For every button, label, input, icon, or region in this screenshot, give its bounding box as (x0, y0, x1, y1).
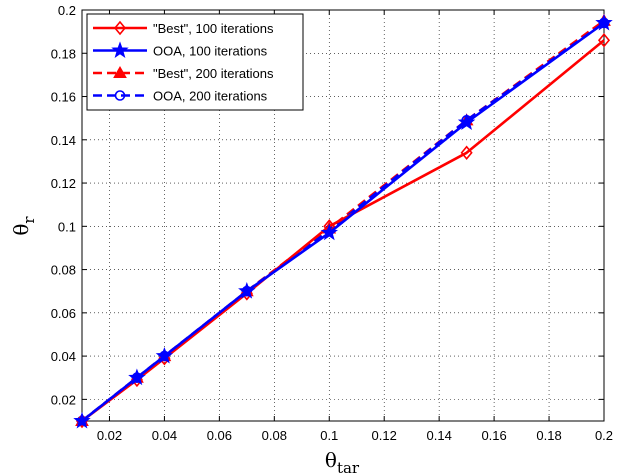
legend-marker-best-100 (113, 20, 127, 36)
series-group (73, 13, 613, 429)
legend-marker-best-200 (113, 65, 127, 78)
data-point-ooa-100 (320, 223, 339, 241)
plot-area-frame (81, 9, 605, 422)
y-axis-title-subscript: r (20, 216, 38, 224)
y-axis-title-main: θ (9, 224, 33, 236)
x-tick-label: 0.06 (207, 428, 232, 443)
data-point-ooa-100 (128, 368, 146, 386)
y-tick-label: 0.2 (58, 3, 76, 18)
legend-marker-ooa-100 (111, 41, 129, 58)
y-tick-label: 0.02 (51, 392, 76, 407)
x-tick-label: 0.18 (536, 428, 561, 443)
data-point-ooa-100 (155, 346, 174, 364)
x-tick-label: 0.16 (481, 428, 506, 443)
legend-marker-ooa-200 (114, 90, 126, 101)
x-tick-label: 0.14 (427, 428, 452, 443)
y-tick-label: 0.08 (51, 263, 76, 278)
legend-label-ooa-200: OOA, 200 iterations (153, 89, 268, 104)
data-point-ooa-100 (595, 13, 613, 31)
series-ooa-100 (73, 13, 613, 429)
y-tick-label: 0.12 (51, 176, 76, 191)
y-axis-title: θr (9, 216, 38, 236)
y-tick-label: 0.16 (51, 90, 76, 105)
axis-ticks: 0.02 0.04 0.06 0.08 0.1 0.12 0.14 0.16 0.18 0.2 0.… (51, 3, 613, 443)
x-axis-title-subscript: tar (337, 459, 360, 474)
x-tick-label: 0.08 (262, 428, 287, 443)
x-tick-label: 0.2 (595, 428, 613, 443)
y-tick-label: 0.1 (58, 219, 76, 234)
data-point-ooa-100 (238, 282, 256, 299)
legend-items: "Best", 100 iterations OOA, 100 iteration… (93, 20, 274, 104)
x-axis-title-main: θ (325, 448, 337, 472)
y-tick-label: 0.06 (51, 306, 76, 321)
y-tick-label: 0.18 (51, 46, 76, 61)
data-point-best-100 (460, 145, 473, 161)
x-tick-label: 0.12 (372, 428, 397, 443)
x-tick-label: 0.04 (152, 428, 177, 443)
x-tick-label: 0.02 (97, 428, 122, 443)
legend-label-ooa-100: OOA, 100 iterations (153, 44, 268, 59)
data-point-best-100 (597, 33, 611, 48)
x-axis-title: θtar (325, 448, 360, 474)
legend-label-best-100: "Best", 100 iterations (153, 21, 274, 36)
y-tick-label: 0.04 (51, 349, 76, 364)
data-point-ooa-100 (73, 411, 91, 429)
x-tick-label: 0.1 (320, 428, 338, 443)
y-tick-label: 0.14 (51, 133, 76, 148)
legend-label-best-200: "Best", 200 iterations (153, 66, 274, 81)
legend: "Best", 100 iterations OOA, 100 iteration… (86, 13, 304, 111)
data-point-ooa-100 (457, 113, 476, 130)
